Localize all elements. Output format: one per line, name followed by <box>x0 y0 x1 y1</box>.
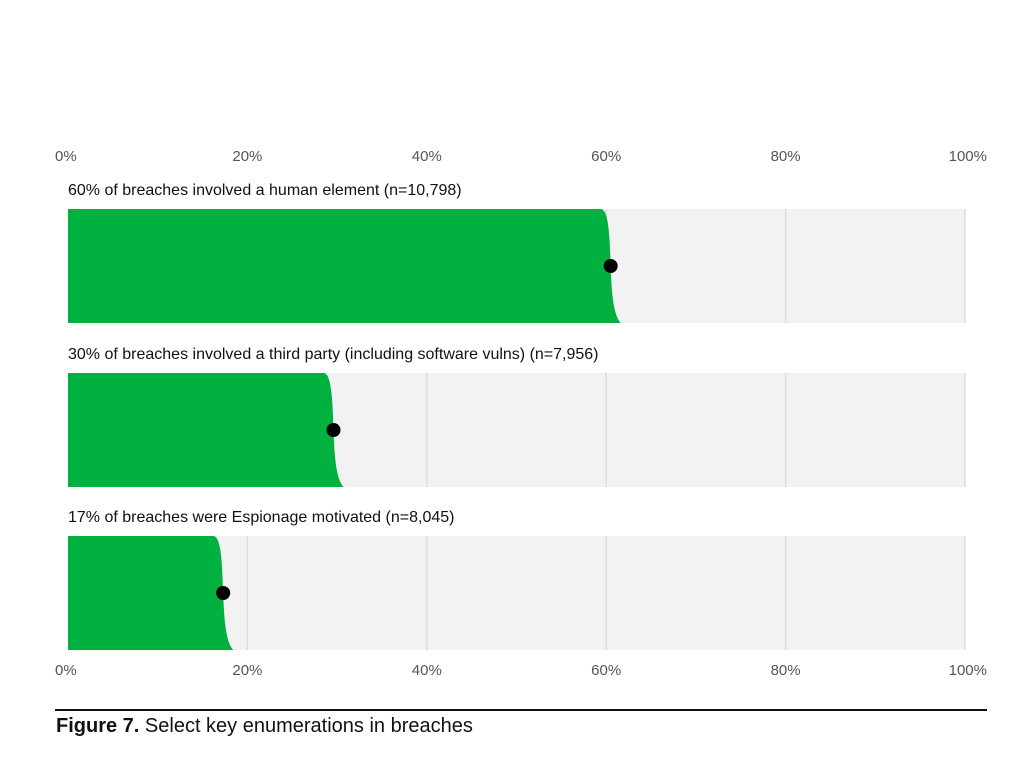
top-tick-label: 40% <box>412 148 442 165</box>
bottom-tick-label: 60% <box>591 662 621 679</box>
caption-rule <box>55 709 987 711</box>
bottom-tick-label: 0% <box>55 662 77 679</box>
top-tick-label: 60% <box>591 148 621 165</box>
row-label: 30% of breaches involved a third party (… <box>68 346 599 363</box>
figure-caption-text: Select key enumerations in breaches <box>139 715 473 737</box>
figure-number: Figure 7. <box>56 715 140 737</box>
top-tick-label: 80% <box>771 148 801 165</box>
bottom-tick-label: 80% <box>771 662 801 679</box>
top-tick-label: 100% <box>949 148 987 165</box>
top-tick-label: 20% <box>232 148 262 165</box>
bar <box>68 373 344 487</box>
top-tick-label: 0% <box>55 148 77 165</box>
bottom-tick-label: 20% <box>232 662 262 679</box>
bar <box>68 209 621 323</box>
value-point <box>216 586 231 600</box>
value-point <box>326 423 341 437</box>
bottom-tick-label: 40% <box>412 662 442 679</box>
row-label: 17% of breaches were Espionage motivated… <box>68 509 454 526</box>
row-label: 60% of breaches involved a human element… <box>68 182 462 199</box>
figure-caption: Figure 7. Select key enumerations in bre… <box>56 715 473 738</box>
bar <box>68 536 234 650</box>
value-point <box>603 259 618 273</box>
bottom-tick-label: 100% <box>949 662 987 679</box>
